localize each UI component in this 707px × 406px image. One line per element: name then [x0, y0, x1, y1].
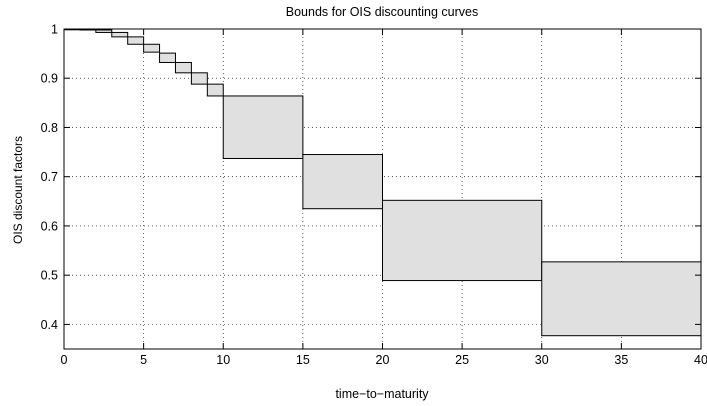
band-segment	[206, 83, 224, 97]
x-tick-label: 15	[296, 353, 310, 367]
y-tick-label: 0.5	[41, 269, 58, 283]
band-segment	[127, 36, 145, 45]
plot-frame	[63, 28, 702, 350]
band-segment	[95, 29, 113, 33]
x-tick-label: 25	[455, 353, 469, 367]
y-tick-label: 0.6	[41, 219, 58, 233]
band-segment	[541, 261, 702, 337]
band-segment	[174, 61, 192, 74]
y-tick-label: 1	[51, 23, 58, 37]
x-axis-label: time−to−maturity	[335, 387, 429, 401]
x-tick-label: 0	[61, 353, 68, 367]
band-segment	[302, 154, 383, 210]
x-tick-label: 40	[694, 353, 707, 367]
y-axis-label: OIS discount factors	[11, 136, 25, 244]
band-segment	[222, 95, 304, 159]
band-segment	[382, 199, 543, 282]
x-tick-label: 30	[535, 353, 549, 367]
y-tick-label: 0.9	[41, 72, 58, 86]
band-segment	[159, 52, 176, 63]
y-tick-label: 0.7	[41, 170, 58, 184]
band-segment	[190, 72, 208, 85]
chart-title: Bounds for OIS discounting curves	[286, 5, 478, 19]
x-tick-label: 20	[376, 353, 390, 367]
bounds-band	[63, 28, 702, 337]
y-tick-label: 0.8	[41, 121, 58, 135]
ticks: 0 5 10 15 20 25 30 35 40 0.4 0.5 0.6 0.7 0.8 0.9 1	[41, 23, 707, 368]
x-tick-label: 5	[140, 353, 147, 367]
band-segment	[143, 43, 161, 53]
x-tick-label: 35	[614, 353, 628, 367]
x-tick-label: 10	[216, 353, 230, 367]
y-tick-label: 0.4	[41, 318, 58, 332]
band-segment	[111, 31, 129, 38]
